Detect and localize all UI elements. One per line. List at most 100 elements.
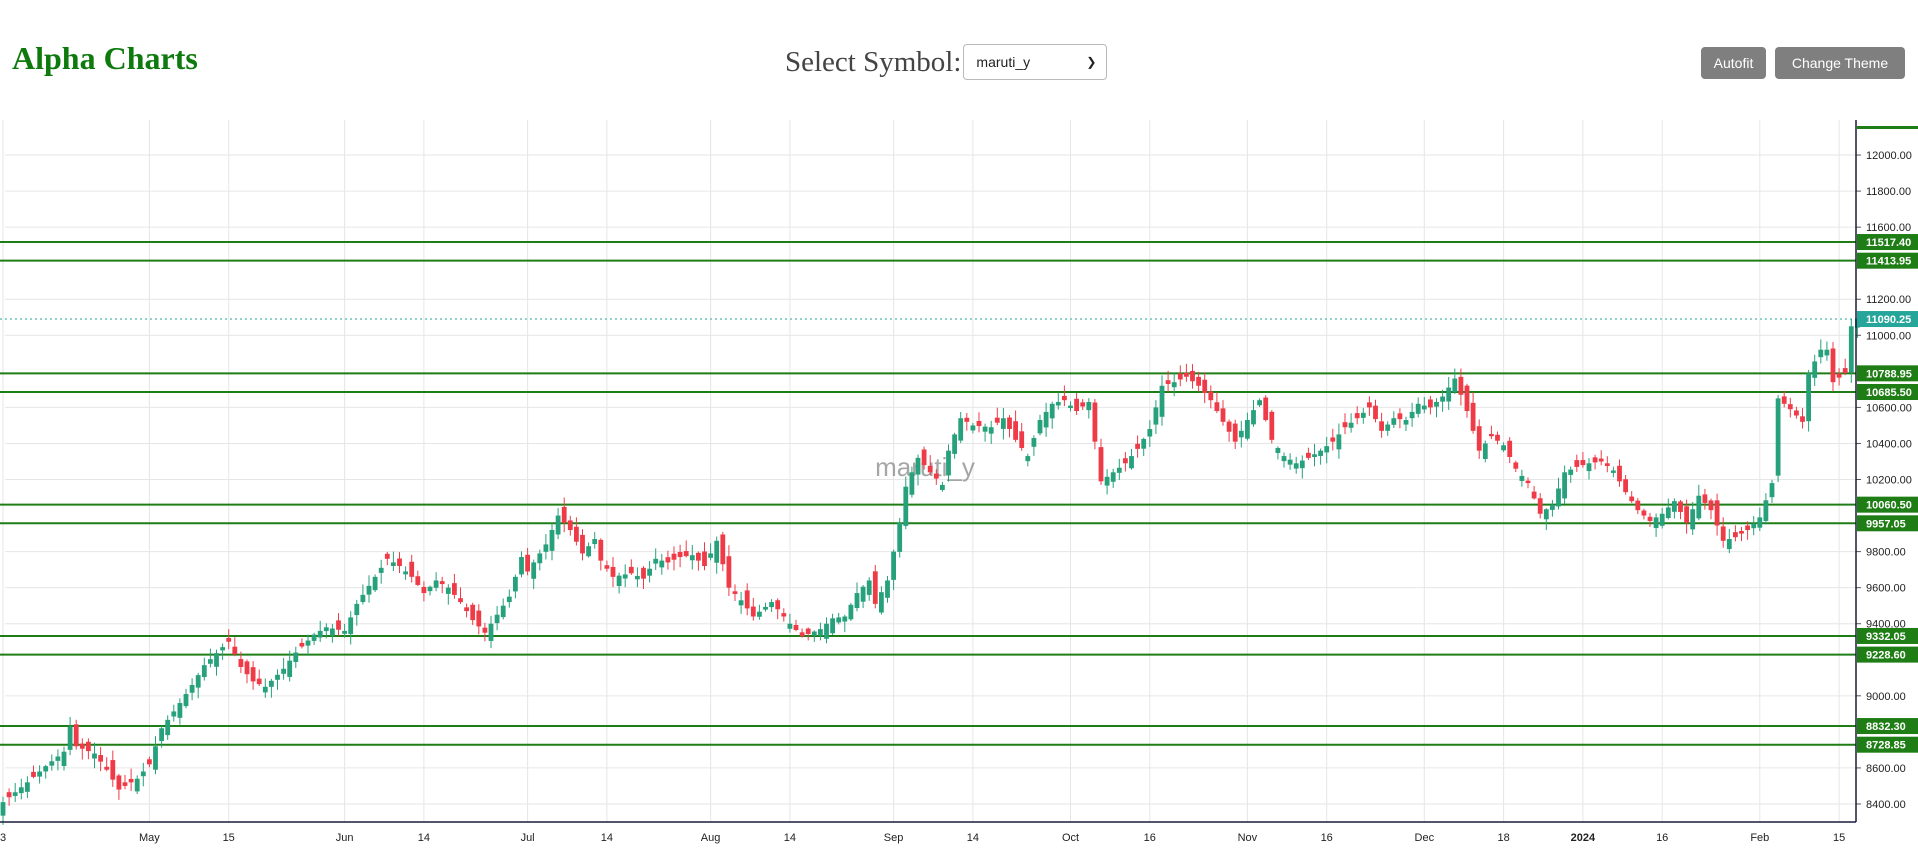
candle xyxy=(933,469,939,485)
candle xyxy=(494,606,500,631)
candle xyxy=(1830,342,1836,392)
candle xyxy=(616,572,622,594)
candle xyxy=(1367,396,1372,416)
candle xyxy=(79,738,85,760)
candle xyxy=(885,575,890,603)
candle xyxy=(397,552,402,574)
candle xyxy=(799,628,805,638)
candle xyxy=(1275,446,1281,460)
candle xyxy=(665,550,671,570)
price-tick-label: 9600.00 xyxy=(1866,583,1906,595)
candle xyxy=(1824,341,1830,361)
candle xyxy=(1147,420,1153,447)
candle xyxy=(1446,376,1452,410)
candle xyxy=(1434,398,1439,418)
candle xyxy=(811,630,817,642)
candle xyxy=(275,669,280,690)
candle xyxy=(696,551,701,571)
candle xyxy=(354,599,360,626)
time-tick-label: Jul xyxy=(521,832,535,844)
candle xyxy=(1031,435,1037,456)
candle xyxy=(635,567,640,588)
svg-text:11413.95: 11413.95 xyxy=(1866,256,1911,268)
candle xyxy=(482,622,488,642)
candle xyxy=(317,620,323,642)
candle xyxy=(1757,507,1763,532)
candle xyxy=(256,669,262,687)
candle xyxy=(555,507,561,540)
candle xyxy=(1123,452,1128,472)
candle xyxy=(232,637,238,657)
svg-text:10060.50: 10060.50 xyxy=(1866,500,1912,512)
candle xyxy=(1702,488,1708,510)
candle xyxy=(384,551,390,566)
symbol-select-label: Select Symbol: xyxy=(785,45,962,78)
time-tick-label: 15 xyxy=(1833,832,1845,844)
candle xyxy=(604,560,610,572)
svg-text:10685.50: 10685.50 xyxy=(1866,387,1912,399)
candle xyxy=(116,773,122,800)
candle xyxy=(159,725,164,748)
candle xyxy=(1550,500,1555,517)
candle xyxy=(281,657,286,680)
candle xyxy=(1464,383,1470,418)
candle xyxy=(1403,416,1409,431)
autofit-button[interactable]: Autofit xyxy=(1701,47,1766,79)
candle xyxy=(1787,397,1793,418)
candle xyxy=(1159,375,1165,426)
time-tick-label: 14 xyxy=(967,832,979,844)
candle xyxy=(988,420,994,444)
candle xyxy=(122,774,128,790)
candle xyxy=(1068,401,1073,412)
candle xyxy=(683,540,689,558)
candlestick-chart[interactable]: maruti_y 12000.0011800.0011600.0011200.0… xyxy=(0,120,1918,867)
candle xyxy=(153,736,158,775)
candle xyxy=(110,750,116,787)
candle xyxy=(1092,398,1098,450)
change-theme-button[interactable]: Change Theme xyxy=(1775,47,1905,79)
candle xyxy=(1373,399,1378,423)
candle xyxy=(994,407,1000,426)
symbol-select[interactable]: maruti_y ❯ xyxy=(963,44,1108,80)
candle xyxy=(250,661,256,690)
time-tick-label: Dec xyxy=(1415,832,1435,844)
candle xyxy=(1165,370,1171,393)
candle xyxy=(1592,454,1598,470)
candle xyxy=(1214,392,1220,414)
candle xyxy=(1318,448,1323,465)
candle xyxy=(750,597,756,621)
price-tick-label: 9800.00 xyxy=(1866,547,1906,559)
candle xyxy=(1745,521,1750,540)
candle xyxy=(1013,410,1018,443)
candle xyxy=(1293,456,1299,474)
candle xyxy=(403,566,408,580)
candle xyxy=(1574,454,1580,473)
time-tick-label: 3 xyxy=(0,832,6,844)
candle xyxy=(6,788,12,806)
chevron-down-icon: ❯ xyxy=(1086,55,1097,69)
symbol-picker: Select Symbol: maruti_y ❯ xyxy=(785,44,1108,80)
candle xyxy=(464,603,469,618)
svg-text:11090.25: 11090.25 xyxy=(1866,314,1911,326)
price-tick-label: 10600.00 xyxy=(1866,402,1912,414)
time-tick-label: 18 xyxy=(1497,832,1509,844)
candle xyxy=(1794,406,1799,419)
level-label: 8728.85 xyxy=(1857,736,1918,753)
candle xyxy=(67,716,73,756)
candle xyxy=(1330,428,1336,451)
candle xyxy=(1257,398,1262,408)
candle xyxy=(567,515,573,536)
candle xyxy=(452,573,457,599)
candle xyxy=(1299,455,1305,479)
candle xyxy=(244,659,250,684)
candle xyxy=(43,764,49,779)
candle xyxy=(720,531,726,572)
candle xyxy=(952,432,957,459)
candle xyxy=(860,585,866,609)
candle xyxy=(549,522,555,561)
candle xyxy=(1269,410,1275,444)
candle xyxy=(1531,485,1537,500)
candle xyxy=(702,542,707,571)
candle xyxy=(1720,517,1726,548)
candle xyxy=(73,719,79,750)
